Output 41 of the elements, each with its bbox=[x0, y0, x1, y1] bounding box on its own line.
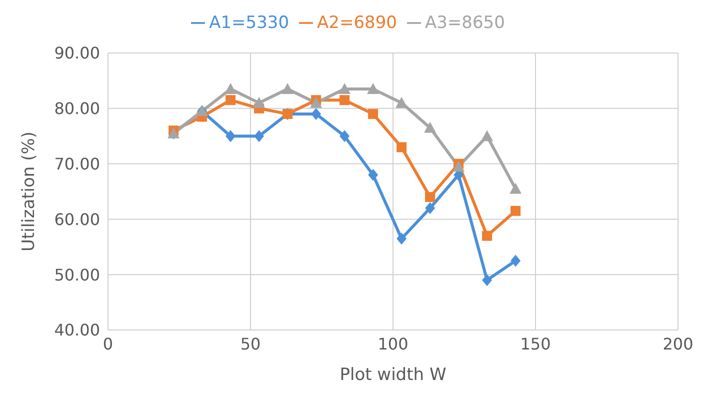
point bbox=[368, 168, 378, 181]
point bbox=[311, 108, 322, 120]
y-axis-title: Utilization (%) bbox=[19, 131, 40, 252]
point bbox=[425, 202, 436, 214]
point bbox=[482, 230, 492, 241]
x-tick-label: 200 bbox=[662, 334, 694, 354]
y-tick-label: 40.00 bbox=[54, 320, 100, 340]
point bbox=[481, 130, 494, 142]
point bbox=[368, 108, 378, 119]
point bbox=[340, 130, 350, 142]
y-tick-label: 70.00 bbox=[54, 154, 100, 174]
point bbox=[396, 142, 407, 152]
point bbox=[510, 182, 522, 194]
y-tick-label: 80.00 bbox=[54, 99, 100, 118]
point bbox=[510, 206, 521, 216]
point bbox=[424, 122, 436, 133]
point bbox=[425, 192, 436, 202]
point bbox=[254, 130, 264, 142]
point bbox=[452, 160, 465, 172]
y-tick-label: 90.00 bbox=[54, 44, 100, 63]
x-tick-label: 100 bbox=[378, 334, 408, 354]
point bbox=[340, 95, 350, 106]
point bbox=[396, 232, 407, 245]
x-tick-label: 0 bbox=[102, 334, 114, 354]
x-axis-title: Plot width W bbox=[340, 365, 446, 385]
x-tick-label: 150 bbox=[520, 334, 551, 354]
point bbox=[226, 130, 236, 142]
point bbox=[310, 96, 322, 108]
y-tick-label: 50.00 bbox=[54, 265, 100, 284]
point bbox=[226, 95, 236, 106]
legend-label: A2=6890 bbox=[317, 13, 397, 33]
point bbox=[282, 83, 294, 94]
y-tick-label: 60.00 bbox=[54, 210, 100, 229]
point bbox=[367, 83, 380, 94]
x-tick-label: 50 bbox=[240, 334, 261, 354]
legend-label: A1=5330 bbox=[209, 13, 290, 33]
point bbox=[253, 96, 266, 108]
point bbox=[338, 83, 351, 94]
point bbox=[482, 274, 492, 286]
legend-label: A3=8650 bbox=[424, 13, 505, 33]
point bbox=[510, 254, 521, 267]
